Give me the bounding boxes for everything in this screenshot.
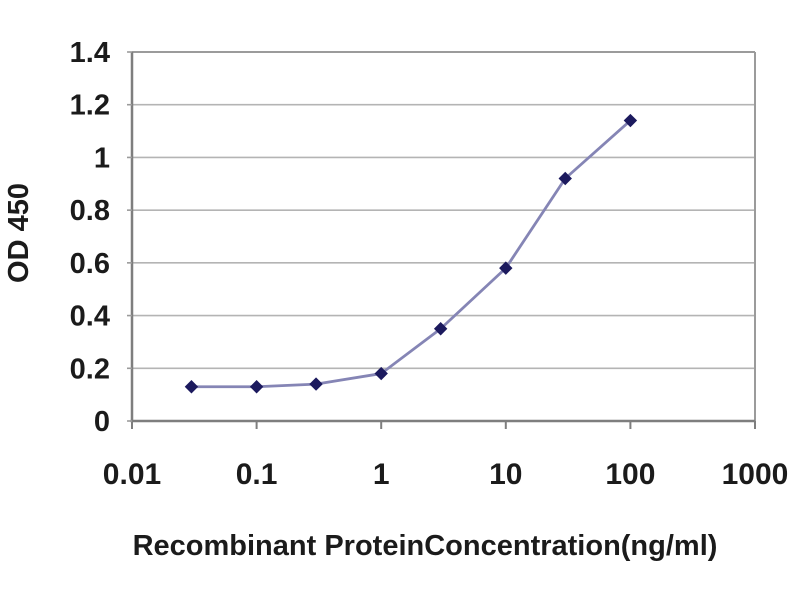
series-line bbox=[191, 119, 632, 389]
y-tick-label: 0.6 bbox=[70, 248, 110, 280]
x-tick-label: 1000 bbox=[722, 458, 789, 491]
data-point-marker bbox=[623, 113, 638, 128]
y-tick-label: 0.8 bbox=[70, 195, 110, 227]
y-tick-label: 1.2 bbox=[70, 90, 110, 122]
x-tick-label: 100 bbox=[605, 458, 655, 491]
y-tick-label: 0.4 bbox=[70, 301, 110, 333]
y-tick-label: 0.2 bbox=[70, 353, 110, 385]
y-axis-title: OD 450 bbox=[3, 183, 35, 283]
x-tick-label: 0.01 bbox=[103, 458, 161, 491]
y-tick-label: 1 bbox=[94, 142, 110, 174]
data-point-marker bbox=[499, 261, 513, 275]
data-point-marker bbox=[249, 380, 264, 394]
data-point-marker bbox=[433, 322, 448, 336]
x-tick-label: 0.1 bbox=[236, 458, 278, 491]
x-tick-label: 10 bbox=[489, 458, 522, 491]
y-tick-label: 0 bbox=[94, 406, 110, 438]
data-point-marker bbox=[374, 366, 388, 381]
data-point-marker bbox=[558, 171, 572, 186]
data-point-marker bbox=[184, 380, 199, 394]
x-axis-title: Recombinant ProteinConcentration(ng/ml) bbox=[132, 530, 718, 562]
y-tick-label: 1.4 bbox=[70, 37, 110, 69]
data-point-marker bbox=[309, 377, 323, 391]
x-tick-label: 1 bbox=[373, 458, 390, 491]
